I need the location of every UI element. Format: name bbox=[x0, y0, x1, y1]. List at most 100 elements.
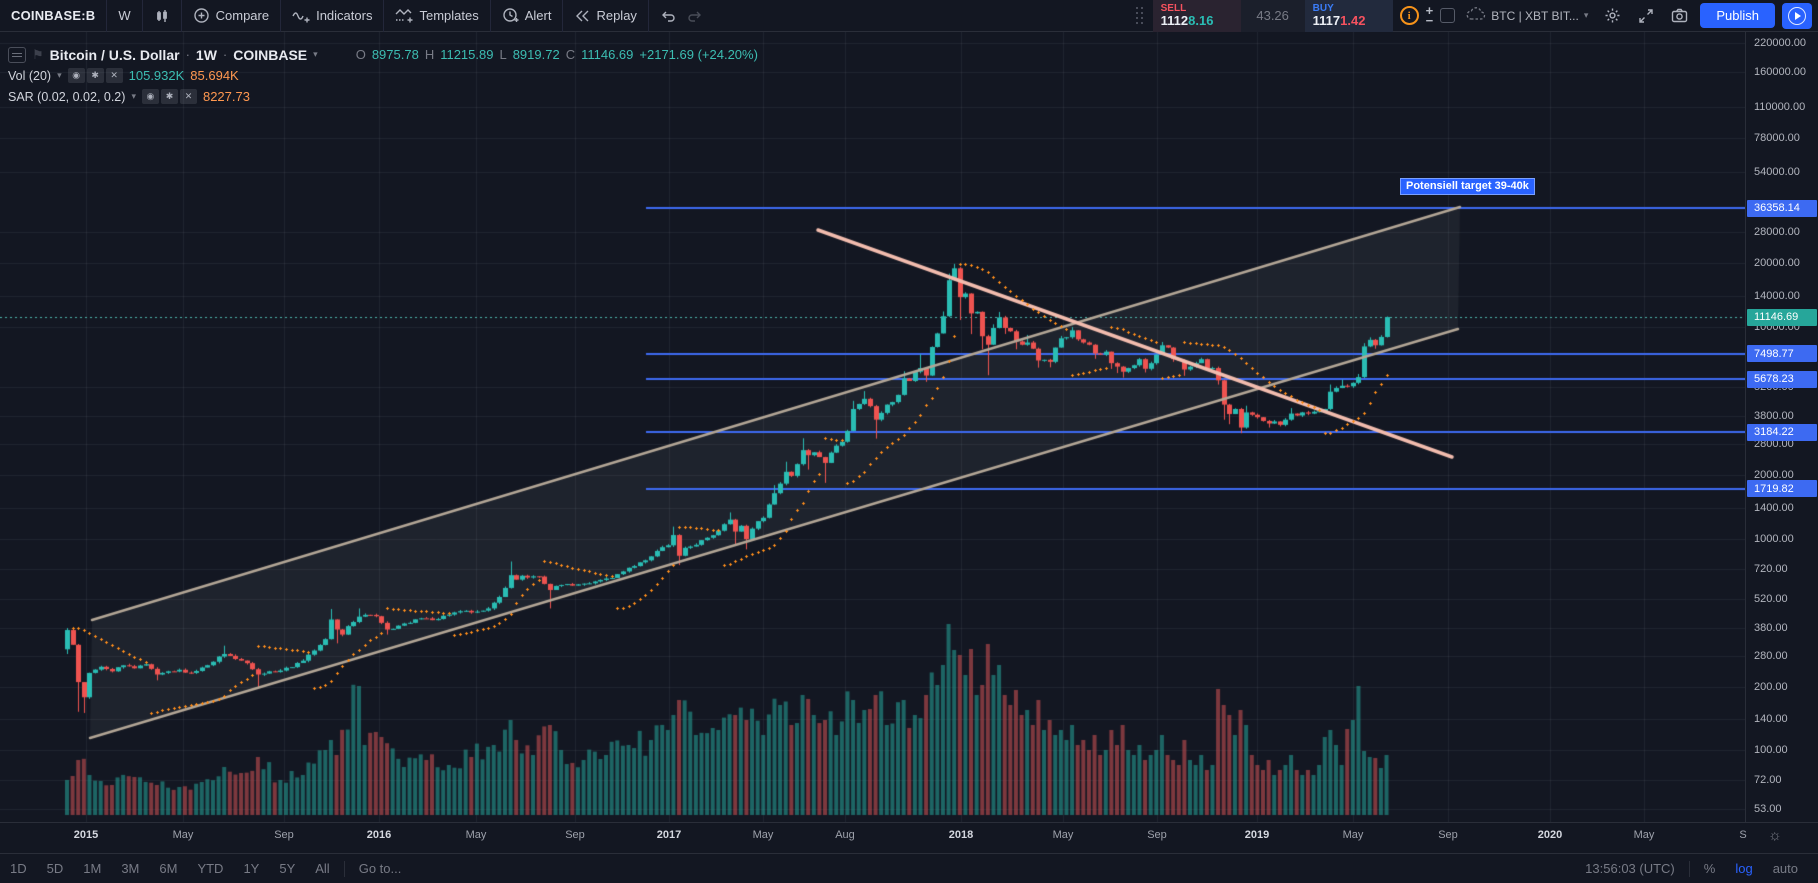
interval-value[interactable]: 1W bbox=[195, 46, 217, 63]
range-all-button[interactable]: All bbox=[315, 861, 330, 876]
legend-menu-icon[interactable] bbox=[8, 46, 26, 63]
level-price-label: 1719.82 bbox=[1747, 480, 1817, 498]
symbol-search-button[interactable]: COINBASE:B bbox=[0, 0, 106, 31]
templates-icon bbox=[395, 8, 413, 24]
volume-indicator-row: Vol (20) ▾ ◉ ✱ ✕ 105.932K 85.694K bbox=[8, 65, 758, 86]
sell-button[interactable]: SELL 11128.16 bbox=[1152, 0, 1241, 32]
time-tick-label: Sep bbox=[1147, 829, 1167, 841]
eye-icon[interactable]: ◉ bbox=[67, 68, 85, 83]
alert-button[interactable]: Alert bbox=[491, 0, 563, 31]
range-1y-button[interactable]: 1Y bbox=[243, 861, 260, 876]
interval-label: W bbox=[118, 8, 131, 23]
price-tick-label: 160000.00 bbox=[1754, 66, 1806, 79]
replay-button[interactable]: Replay bbox=[563, 0, 647, 31]
chart-style-button[interactable] bbox=[143, 0, 181, 31]
range-1d-button[interactable]: 1D bbox=[10, 861, 27, 876]
sar-indicator-row: SAR (0.02, 0.02, 0.2) ▾ ◉ ✱ ✕ 8227.73 bbox=[8, 86, 758, 107]
chevron-down-icon[interactable]: ▾ bbox=[313, 49, 318, 59]
templates-label: Templates bbox=[419, 8, 479, 23]
redo-button[interactable] bbox=[687, 0, 714, 31]
buy-price: 11171.42 bbox=[1312, 13, 1366, 28]
publish-button[interactable]: Publish bbox=[1700, 3, 1775, 28]
axis-settings-icon[interactable]: ☼ bbox=[1768, 827, 1782, 844]
volume-indicator-label[interactable]: Vol (20) bbox=[8, 68, 52, 83]
range-5y-button[interactable]: 5Y bbox=[279, 861, 296, 876]
time-tick-label: S bbox=[1739, 829, 1747, 841]
sar-value: 8227.73 bbox=[202, 89, 250, 104]
price-tick-label: 380.00 bbox=[1754, 621, 1788, 634]
range-3m-button[interactable]: 3M bbox=[121, 861, 140, 876]
account-label: BTC | XBT BIT... bbox=[1491, 8, 1579, 23]
eye-icon[interactable]: ◉ bbox=[141, 89, 159, 104]
order-checkbox[interactable] bbox=[1440, 8, 1456, 23]
price-tick-label: 3800.00 bbox=[1754, 409, 1794, 422]
symbol-name: COINBASE:B bbox=[11, 8, 96, 23]
close-icon[interactable]: ✕ bbox=[179, 89, 197, 104]
time-tick-label: 2019 bbox=[1244, 829, 1270, 841]
buy-button[interactable]: BUY 11171.42 bbox=[1304, 0, 1393, 32]
toolbar-divider bbox=[489, 0, 491, 32]
fullscreen-button[interactable] bbox=[1633, 0, 1659, 31]
flag-icon[interactable]: ⚑ bbox=[32, 46, 44, 62]
price-target-annotation[interactable]: Potensiell target 39-40k bbox=[1400, 178, 1535, 195]
info-icon[interactable]: i bbox=[1399, 6, 1419, 25]
snapshot-camera-button[interactable] bbox=[1666, 0, 1693, 31]
price-tick-label: 110000.00 bbox=[1754, 100, 1806, 113]
toolbar-divider bbox=[343, 860, 345, 877]
chevron-down-icon[interactable]: ▾ bbox=[131, 91, 136, 101]
log-scale-button[interactable]: log bbox=[1735, 861, 1753, 876]
templates-button[interactable]: Templates bbox=[384, 0, 489, 31]
range-1m-button[interactable]: 1M bbox=[83, 861, 102, 876]
gear-icon[interactable]: ✱ bbox=[160, 89, 178, 104]
toolbar-divider bbox=[562, 0, 564, 32]
order-panel: SELL 11128.16 43.26 BUY 11171.42 bbox=[1152, 0, 1393, 32]
price-tick-label: 2800.00 bbox=[1754, 438, 1794, 451]
sell-price: 11128.16 bbox=[1160, 13, 1214, 28]
price-tick-label: 2000.00 bbox=[1754, 468, 1794, 481]
legend-main-row: ⚑ Bitcoin / U.S. Dollar · 1W · COINBASE … bbox=[8, 44, 758, 65]
exchange-value[interactable]: COINBASE bbox=[233, 46, 308, 63]
time-tick-label: Sep bbox=[1438, 829, 1458, 841]
sell-label: SELL bbox=[1160, 3, 1187, 14]
time-tick-label: Sep bbox=[565, 829, 585, 841]
level-price-label: 3184.22 bbox=[1747, 423, 1817, 441]
time-tick-label: 2015 bbox=[73, 829, 99, 841]
quantity-stepper[interactable]: + − bbox=[1425, 2, 1434, 28]
time-tick-label: 2018 bbox=[948, 829, 974, 841]
auto-scale-button[interactable]: auto bbox=[1772, 861, 1798, 876]
close-icon[interactable]: ✕ bbox=[105, 68, 123, 83]
level-price-label: 7498.77 bbox=[1747, 345, 1817, 362]
price-tick-label: 520.00 bbox=[1754, 592, 1788, 605]
chevron-down-icon[interactable]: ▾ bbox=[57, 70, 62, 80]
publish-play-button[interactable] bbox=[1782, 2, 1812, 29]
toolbar-divider bbox=[141, 0, 143, 32]
sar-indicator-label[interactable]: SAR (0.02, 0.02, 0.2) bbox=[8, 89, 126, 104]
broker-account-selector[interactable]: BTC | XBT BIT... ▾ bbox=[1462, 0, 1592, 31]
toolbar-divider bbox=[180, 0, 182, 32]
price-tick-label: 28000.00 bbox=[1754, 226, 1800, 239]
widget-drag-handle[interactable] bbox=[1135, 6, 1144, 25]
time-axis[interactable]: ☼ 2015 May Sep 2016 May Sep 2017 May Aug 2018 May S… bbox=[0, 822, 1818, 853]
clock-utc[interactable]: 13:56:03 (UTC) bbox=[1585, 861, 1675, 876]
range-5d-button[interactable]: 5D bbox=[46, 861, 64, 876]
settings-button[interactable] bbox=[1599, 0, 1626, 31]
chart-canvas[interactable] bbox=[0, 32, 1745, 822]
cloud-icon bbox=[1466, 7, 1486, 24]
compare-button[interactable]: Compare bbox=[182, 0, 280, 31]
toolbar-divider bbox=[647, 0, 649, 32]
indicators-button[interactable]: Indicators bbox=[281, 0, 383, 31]
level-price-label: 5678.23 bbox=[1747, 370, 1817, 388]
price-axis[interactable]: 220000.00 160000.00 110000.00 78000.00 54000… bbox=[1745, 32, 1818, 822]
undo-button[interactable] bbox=[649, 0, 687, 31]
chart-region: ⚑ Bitcoin / U.S. Dollar · 1W · COINBASE … bbox=[0, 32, 1818, 822]
gear-icon[interactable]: ✱ bbox=[86, 68, 104, 83]
percent-scale-button[interactable]: % bbox=[1703, 861, 1716, 876]
range-ytd-button[interactable]: YTD bbox=[197, 861, 224, 876]
symbol-title[interactable]: Bitcoin / U.S. Dollar bbox=[49, 46, 180, 63]
toolbar-divider bbox=[106, 0, 108, 32]
interval-button[interactable]: W bbox=[107, 0, 141, 31]
goto-date-button[interactable]: Go to... bbox=[358, 861, 402, 876]
open-value: 8975.78 bbox=[371, 47, 419, 62]
range-6m-button[interactable]: 6M bbox=[159, 861, 178, 876]
volume-value: 105.932K bbox=[128, 68, 185, 83]
